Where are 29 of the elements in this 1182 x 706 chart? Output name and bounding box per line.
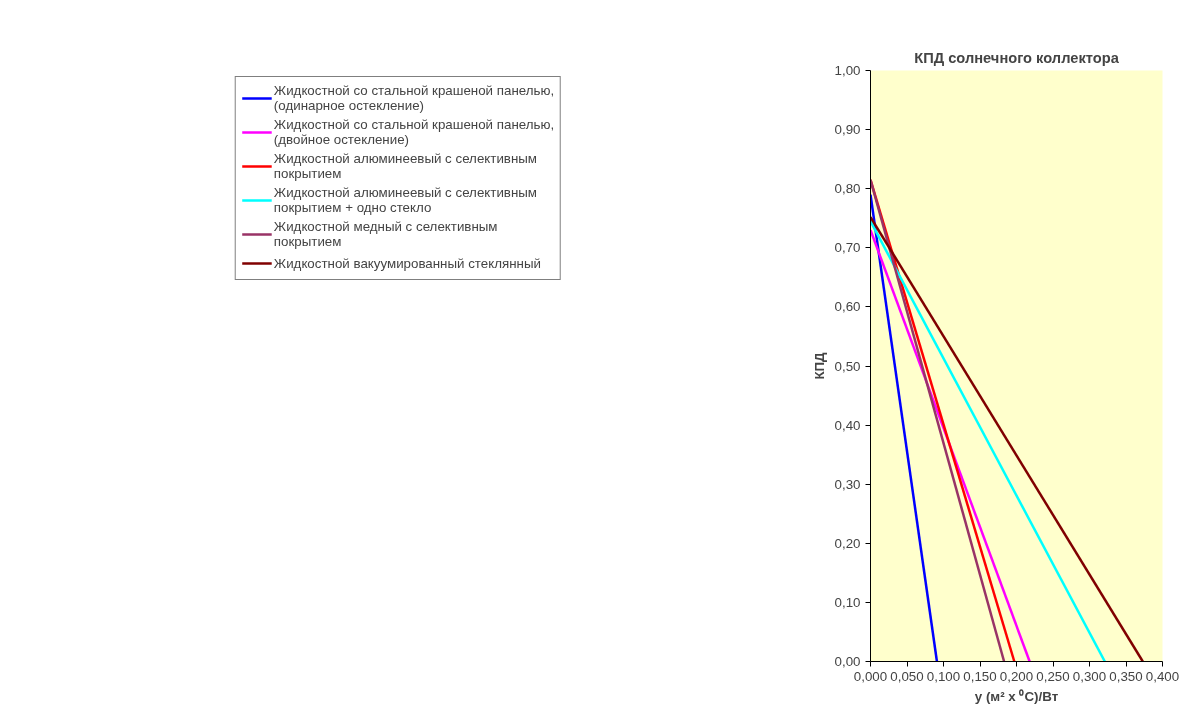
- x-tick-label: 0,350: [1109, 668, 1143, 684]
- x-tick-label: 0,200: [999, 668, 1034, 684]
- x-tick-label: 0,150: [963, 668, 997, 684]
- y-tick-label: 0,10: [834, 594, 861, 610]
- y-tick-label: 0,40: [834, 417, 861, 433]
- legend-label: Жидкостной со стальной крашеной панелью, (двойное остекление): [273, 117, 555, 147]
- x-tick-label: 0,400: [1145, 668, 1180, 684]
- y-tick-label: 0,90: [834, 122, 861, 138]
- x-tick-label: 0,250: [1036, 668, 1070, 684]
- x-tick-label: 0,000: [853, 668, 888, 684]
- y-tick-label: 0,00: [834, 654, 861, 669]
- y-tick-label: 0,20: [834, 535, 861, 551]
- legend-label: Жидкостной медный с селективным покрытием: [273, 219, 498, 249]
- x-tick-label: 0,100: [926, 668, 961, 684]
- x-axis-title: y (м² x ⁰C)/Вт: [974, 688, 1059, 704]
- y-tick-label: 0,70: [834, 240, 861, 256]
- legend-label: Жидкостной вакуумированный стеклянный: [273, 255, 541, 271]
- x-tick-label: 0,300: [1072, 668, 1107, 684]
- legend-label: Жидкостной алюминеевый с селективным покрытием: [273, 151, 538, 181]
- y-axis-title: КПД: [811, 351, 827, 380]
- legend-label: Жидкостной со стальной крашеной панелью, (одинарное остекление): [273, 83, 555, 113]
- legend-label: Жидкостной алюминеевый с селективным покрытием + одно стекло: [273, 185, 538, 215]
- y-tick-label: 1,00: [834, 63, 861, 78]
- x-tick-label: 0,050: [890, 668, 924, 684]
- y-tick-label: 0,80: [834, 181, 861, 197]
- chart-title: КПД солнечного коллектора: [914, 49, 1120, 66]
- y-tick-label: 0,50: [834, 358, 861, 374]
- y-tick-label: 0,30: [834, 476, 861, 492]
- y-tick-label: 0,60: [834, 299, 861, 315]
